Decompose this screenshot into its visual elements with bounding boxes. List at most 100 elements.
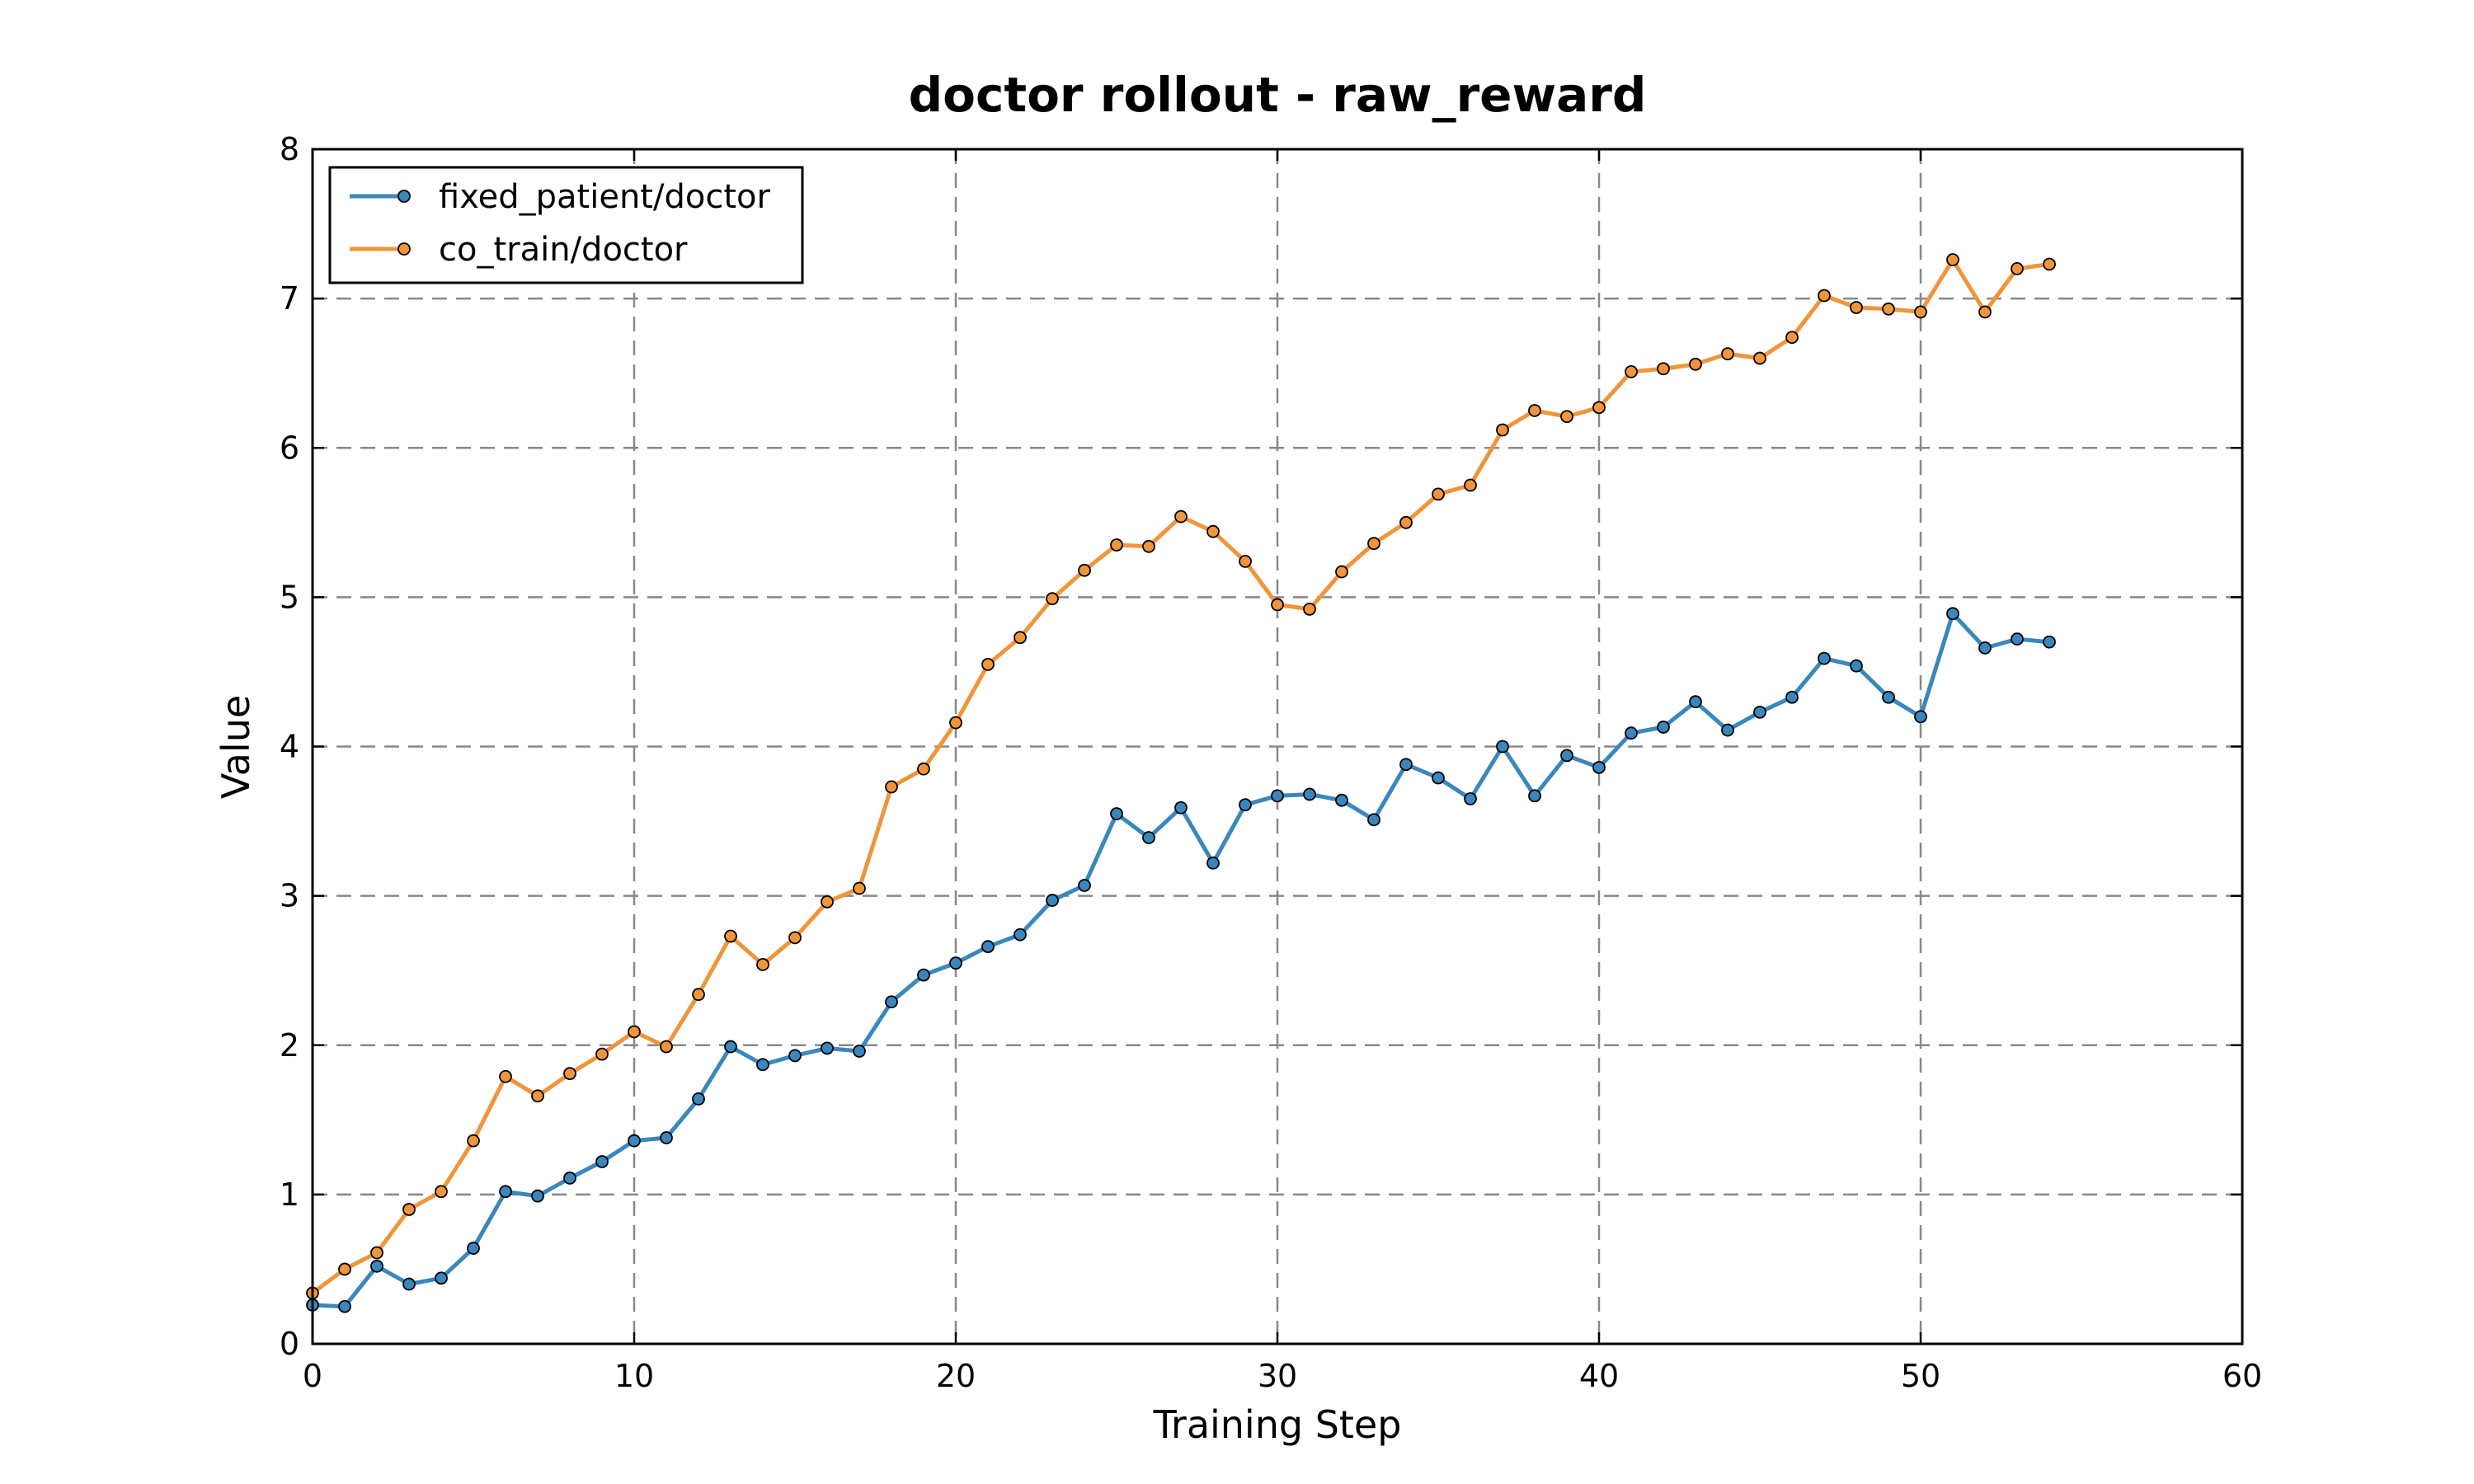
y-tick-label: 5 <box>280 579 299 615</box>
y-tick-label: 1 <box>280 1176 299 1213</box>
legend-marker <box>397 190 411 203</box>
data-point <box>1335 793 1348 807</box>
data-point <box>660 1040 673 1054</box>
y-tick-label: 8 <box>280 131 299 167</box>
data-point <box>1464 478 1477 492</box>
data-point <box>1978 641 1992 655</box>
data-point <box>499 1185 512 1199</box>
grid-lines <box>313 149 2242 1344</box>
data-point <box>1174 510 1188 524</box>
data-point <box>1206 856 1220 870</box>
y-tick-label: 7 <box>280 280 299 317</box>
data-point <box>1592 401 1606 415</box>
data-point <box>1110 807 1123 820</box>
data-point <box>1753 705 1766 719</box>
data-point <box>531 1189 544 1203</box>
data-point <box>402 1277 416 1291</box>
data-point <box>1014 928 1027 942</box>
data-point <box>1528 404 1541 417</box>
data-point <box>1303 602 1316 616</box>
series-layer <box>306 253 2056 1313</box>
data-point <box>1046 894 1059 907</box>
legend-entry: fixed_patient/doctor <box>350 178 770 216</box>
data-point <box>402 1203 416 1216</box>
x-tick-label: 20 <box>936 1358 976 1394</box>
data-point <box>1206 524 1220 538</box>
data-point <box>756 958 769 971</box>
data-point <box>628 1025 641 1039</box>
data-point <box>981 940 995 954</box>
data-point <box>981 657 995 671</box>
data-point <box>1946 253 1959 266</box>
data-point <box>2011 261 2024 275</box>
data-point <box>1625 364 1638 378</box>
y-tick-label: 3 <box>280 878 299 914</box>
data-point <box>1785 331 1799 345</box>
legend-label: fixed_patient/doctor <box>439 178 770 216</box>
data-point <box>499 1069 512 1083</box>
data-point <box>949 716 962 730</box>
chart-title: doctor rollout - raw_reward <box>909 67 1647 123</box>
data-point <box>1914 305 1927 319</box>
y-tick-label: 4 <box>280 729 299 765</box>
data-point <box>435 1185 448 1199</box>
x-tick-label: 60 <box>2222 1358 2262 1394</box>
data-point <box>885 780 898 794</box>
x-tick-label: 10 <box>614 1358 654 1394</box>
data-point <box>1464 791 1477 805</box>
data-point <box>1753 351 1766 365</box>
data-point <box>338 1299 351 1313</box>
y-tick-label: 0 <box>280 1326 299 1362</box>
data-point <box>1303 787 1316 801</box>
legend: fixed_patient/doctor co_train/doctor <box>328 166 804 284</box>
data-point <box>692 1092 705 1106</box>
data-point <box>1818 289 1831 303</box>
data-point <box>1078 879 1091 892</box>
data-point <box>1818 651 1831 665</box>
legend-marker <box>397 242 411 256</box>
data-point <box>1528 789 1541 803</box>
data-point <box>1239 798 1252 812</box>
data-point <box>756 1058 769 1072</box>
data-point <box>885 995 898 1009</box>
data-point <box>1978 305 1992 319</box>
data-point <box>1914 710 1927 724</box>
data-point <box>692 988 705 1002</box>
series-fixed-patient-doctor <box>306 607 2056 1313</box>
x-tick-label: 50 <box>1901 1358 1940 1394</box>
data-point <box>788 1049 802 1063</box>
data-point <box>1014 631 1027 645</box>
data-point <box>563 1067 576 1081</box>
data-point <box>917 968 930 982</box>
data-point <box>1882 302 1895 316</box>
data-point <box>628 1134 641 1148</box>
data-point <box>1882 690 1895 704</box>
data-point <box>563 1172 576 1185</box>
data-point <box>1174 801 1188 815</box>
data-point <box>1239 555 1252 568</box>
legend-label: co_train/doctor <box>439 231 688 269</box>
data-point <box>1367 813 1380 827</box>
data-point <box>1657 362 1670 376</box>
data-point <box>917 762 930 776</box>
data-point <box>1399 758 1413 772</box>
data-point <box>338 1262 351 1276</box>
data-point <box>2043 635 2056 649</box>
data-point <box>1496 740 1509 754</box>
x-tick-label: 40 <box>1579 1358 1619 1394</box>
data-point <box>1689 357 1702 371</box>
data-point <box>370 1259 383 1273</box>
data-point <box>1496 423 1509 437</box>
data-point <box>1110 538 1123 552</box>
x-axis-label: Training Step <box>1153 1402 1402 1447</box>
series-co-train-doctor <box>306 253 2056 1300</box>
data-point <box>1560 410 1573 424</box>
x-tick-label: 30 <box>1258 1358 1297 1394</box>
data-point <box>788 931 802 945</box>
data-point <box>1850 659 1863 673</box>
data-point <box>1721 723 1734 737</box>
data-point <box>467 1242 480 1255</box>
x-tick-label: 0 <box>303 1358 322 1394</box>
data-point <box>949 956 962 970</box>
